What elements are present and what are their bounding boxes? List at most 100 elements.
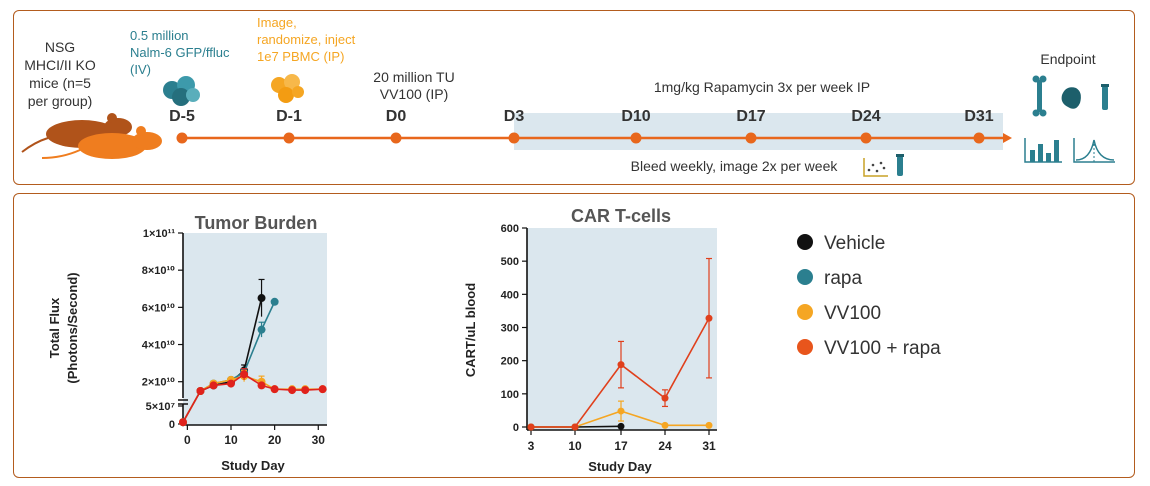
x-tick-label: 10: [224, 433, 238, 447]
data-point: [617, 407, 625, 415]
data-point: [257, 294, 266, 303]
tumor-label-line: 0.5 million: [130, 28, 189, 43]
rapamycin-band: [514, 113, 1003, 150]
series-vv100-rapa: [527, 257, 713, 431]
mouse-icon: [41, 126, 162, 159]
day-label: D10: [621, 108, 650, 125]
legend-label: VV100: [824, 303, 881, 324]
data-point: [617, 422, 625, 430]
y-axis-label: CART/uL blood: [463, 283, 478, 377]
series: [527, 257, 713, 431]
bar-chart-icon: [1024, 138, 1062, 163]
data-point: [257, 381, 266, 390]
legend-label: Vehicle: [824, 233, 885, 254]
day-marker: [390, 132, 402, 144]
chart-background: [527, 228, 717, 430]
y-tick-label: 6×10¹⁰: [142, 302, 175, 314]
legend-item: Vehicle: [797, 233, 885, 254]
data-point: [270, 385, 279, 394]
pbmc-label-line: Image,: [257, 15, 297, 30]
results-panel: [13, 193, 1135, 478]
day-label: D-5: [169, 108, 195, 125]
legend: Vehicle rapa VV100 VV100 + rapa: [797, 233, 941, 359]
vv100-label-line: 20 million TU: [373, 69, 454, 85]
timeline-arrow-icon: [1003, 133, 1012, 143]
tick-labels: 0 5×10⁷ 2×10¹⁰ 4×10¹⁰ 6×10¹⁰ 8×10¹⁰ 1×10¹¹ 0 10 2…: [142, 228, 326, 447]
axes: [522, 227, 717, 435]
x-tick-label: 0: [184, 433, 191, 447]
legend-label: rapa: [824, 268, 862, 289]
data-point: [527, 423, 535, 431]
y-tick-label: 100: [501, 389, 519, 401]
mouse-label-line: NSG: [45, 39, 75, 55]
chart-background: [183, 233, 327, 425]
day-marker: [973, 132, 985, 144]
tumor-cells-icon: [163, 76, 200, 106]
day-label: D3: [504, 108, 525, 125]
rapamycin-label: 1mg/kg Rapamycin 3x per week IP: [654, 79, 870, 95]
y-tick-label: 300: [501, 323, 519, 335]
y-tick-label: 5×10⁷: [146, 401, 176, 413]
y-tick-label: 400: [501, 289, 519, 301]
tick-labels: 0 100 200 300 400 500 600 3 10 17 24 31: [501, 223, 716, 453]
legend-item: rapa: [797, 268, 862, 289]
vv100-label-line: VV100 (IP): [380, 86, 448, 102]
data-point: [301, 386, 310, 395]
y-axis-label: Total Flux: [47, 297, 62, 358]
pbmc-label-line: randomize, inject: [257, 32, 356, 47]
y-tick-label: 500: [501, 256, 519, 268]
blood-tube-icon: [896, 154, 904, 176]
x-tick-label: 24: [658, 439, 672, 453]
day-marker: [176, 132, 188, 144]
day-label: D-1: [276, 108, 302, 125]
data-point: [661, 421, 669, 429]
day-label: D24: [851, 108, 880, 125]
series-vv100-rapa: [179, 368, 327, 427]
legend-marker: [797, 234, 813, 250]
chart-title: Tumor Burden: [195, 213, 318, 233]
legend-label: VV100 + rapa: [824, 338, 941, 359]
series: [179, 278, 327, 427]
data-point: [705, 314, 713, 322]
data-point: [270, 297, 279, 306]
legend-item: VV100 + rapa: [797, 338, 941, 359]
data-point: [661, 394, 669, 402]
y-tick-label: 4×10¹⁰: [142, 340, 175, 352]
day-label: D17: [736, 108, 765, 125]
x-axis-label: Study Day: [588, 459, 652, 474]
mouse-label-line: per group): [28, 93, 93, 109]
spleen-icon: [1061, 87, 1081, 109]
x-tick-label: 31: [702, 439, 716, 453]
data-point: [196, 387, 205, 395]
series-line: [182, 373, 323, 423]
day-markers: D-5 D-1 D0 D3 D10 D17 D24 D31: [169, 108, 994, 144]
x-tick-label: 10: [568, 439, 582, 453]
timeline: D-5 D-1 D0 D3 D10 D17 D24 D31 NSG MHCI/II KO mi…: [21, 15, 1115, 177]
x-tick-label: 3: [528, 439, 535, 453]
legend-marker: [797, 304, 813, 320]
day-marker: [283, 132, 295, 144]
x-axis-label: Study Day: [221, 458, 285, 473]
x-tick-label: 17: [614, 439, 628, 453]
y-tick-label: 1×10¹¹: [143, 228, 175, 240]
y-tick-label: 0: [513, 422, 519, 434]
data-point: [318, 385, 327, 394]
distribution-curve-icon: [1073, 138, 1115, 163]
x-tick-label: 30: [312, 433, 326, 447]
legend-marker: [797, 339, 813, 355]
chart-title: CAR T-cells: [571, 206, 671, 226]
data-point: [571, 423, 579, 431]
mouse-label-line: mice (n=5: [29, 75, 91, 91]
data-point: [209, 381, 218, 390]
pbmc-label-line: 1e7 PBMC (IP): [257, 49, 344, 64]
tumor-label-line: Nalm-6 GFP/ffluc: [130, 45, 230, 60]
tumor-burden-chart: Tumor Burden Study Day Total Flux (Photo…: [47, 213, 327, 473]
bone-icon: [1032, 75, 1047, 117]
car-t-cells-chart: CAR T-cells Study Day CART/uL blood 0 100…: [463, 206, 717, 474]
data-point: [179, 418, 187, 427]
data-point: [227, 379, 235, 388]
y-tick-label: 600: [501, 223, 519, 235]
legend-marker: [797, 269, 813, 285]
mouse-label-line: MHCI/II KO: [24, 57, 96, 73]
